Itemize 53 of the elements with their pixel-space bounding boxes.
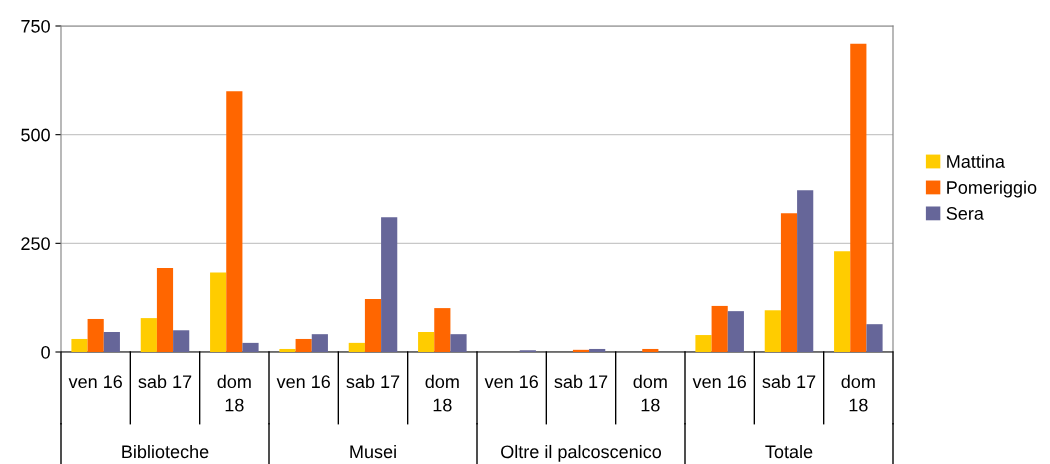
text: Oltre il palcoscenico [501,444,662,462]
bar [173,330,190,352]
text: Musei [350,444,396,459]
bar [572,349,590,352]
bar [418,332,435,352]
bar [695,335,712,352]
bar [589,348,606,352]
x-tick-label: ven 16 [484,375,538,389]
bar [103,332,120,352]
bar [450,334,467,352]
x-tick-label: ven 16 [276,375,330,389]
bar [727,311,744,352]
x-tick-label: dom 18 [425,374,459,412]
bar [311,334,328,352]
x-tick-label: ven 16 [68,375,122,389]
y-tick-label: 0 [41,345,50,359]
bar [834,251,851,352]
text: Totale [765,444,813,459]
x-tick-label: dom 18 [633,374,667,412]
bar [87,318,104,352]
y-tick-label: 250 [21,237,50,251]
x-tick-label: dom 18 [217,374,251,412]
legend-label: Pomeriggio [947,180,1037,198]
bar [764,310,781,352]
bar [226,91,243,352]
bar [364,298,382,352]
bar [850,43,867,352]
x-tick-label: sab 17 [554,374,608,389]
text: Biblioteche [122,444,209,459]
bar [780,213,798,352]
bar [242,342,259,352]
bar [156,268,174,352]
y-tick-label: 750 [21,19,50,33]
bar [866,324,883,352]
bar [71,338,88,352]
bar [295,338,312,352]
legend-label: Mattina [947,154,1005,168]
x-tick-label: ven 16 [692,375,746,389]
bar [711,305,728,352]
x-tick-label: sab 17 [762,374,816,389]
bar [642,348,659,352]
bar [797,190,814,352]
bar [279,348,296,352]
bar [381,217,398,352]
bar [348,342,365,352]
x-tick-label: sab 17 [346,374,400,389]
bar [434,308,451,352]
x-tick-label: dom 18 [841,374,875,412]
x-tick-label: sab 17 [138,374,192,389]
bar [210,272,227,352]
y-tick-label: 500 [21,128,50,142]
legend-label: Sera [946,207,984,220]
bar [140,318,157,352]
